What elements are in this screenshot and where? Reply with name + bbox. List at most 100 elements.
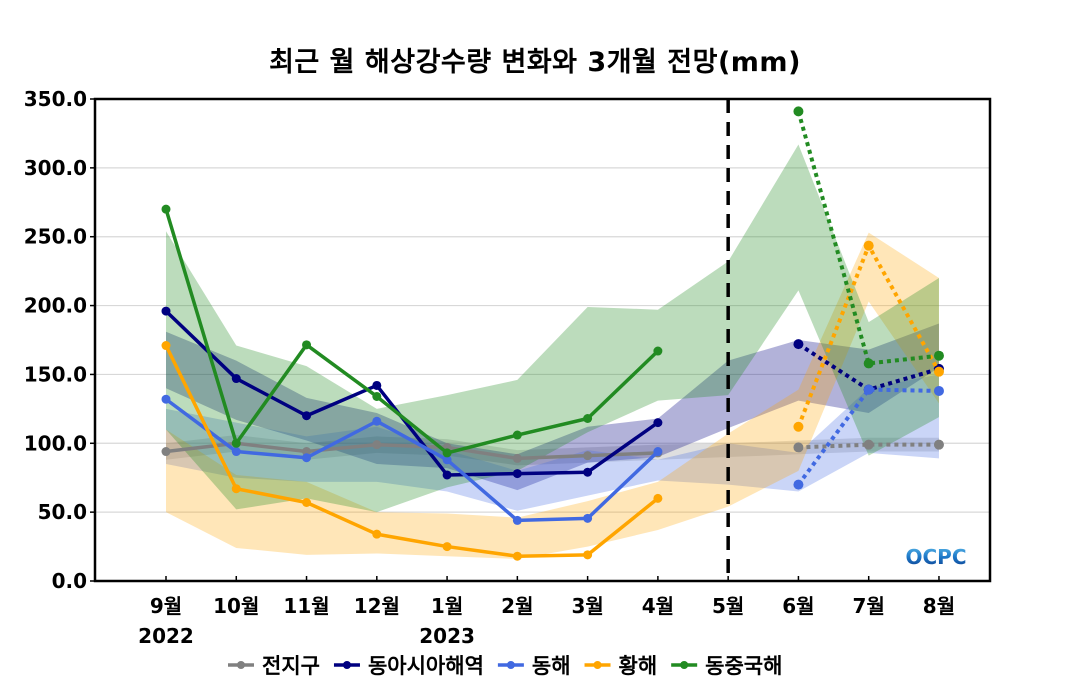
legend-label: 동아시아해역 [368, 654, 484, 678]
forecast-point-동중국해 [933, 350, 944, 361]
observed-point-동아시아해역 [161, 306, 171, 316]
observed-point-황해 [302, 498, 312, 508]
forecast-point-전지구 [863, 439, 874, 450]
observed-line-황해 [164, 344, 659, 558]
x-tick-label: 12월 [354, 594, 400, 618]
y-tick-label: 0.0 [52, 569, 87, 593]
band-동아시아해역 [166, 323, 939, 491]
observed-line-전지구 [165, 441, 658, 461]
y-tick-label: 350.0 [24, 87, 87, 111]
legend-label: 전지구 [262, 654, 320, 678]
observed-point-황해 [161, 341, 171, 351]
observed-point-동아시아해역 [512, 469, 522, 479]
band-황해 [166, 232, 939, 559]
x-tick-label: 8월 [923, 594, 955, 618]
forecast-point-동아시아해역 [793, 339, 804, 350]
year-label: 2023 [419, 624, 475, 648]
observed-point-황해 [372, 529, 382, 539]
forecast-point-전지구 [793, 442, 804, 453]
observed-line-동해 [164, 397, 660, 523]
observed-point-황해 [512, 551, 522, 561]
observed-point-동중국해 [372, 391, 382, 401]
legend: 전지구 동아시아해역 동해 황해 동중국해 [228, 654, 782, 678]
forecast-point-동해 [863, 384, 874, 395]
observed-point-동중국해 [653, 346, 663, 356]
legend-swatch-marker [506, 661, 515, 669]
y-tick-label: 250.0 [24, 225, 87, 249]
x-tick-label: 11월 [283, 594, 329, 618]
x-axis-ticks: 9월 10월 11월 12월 1월 2월 3월 4월 5월 6월 7월 8월 2022 2023 [138, 576, 955, 648]
y-tick-label: 300.0 [24, 156, 87, 180]
ocpc-logo: OCPC [905, 545, 966, 569]
legend-swatch-marker [680, 661, 689, 669]
x-tick-label: 9월 [150, 594, 182, 618]
legend-item-황해: 황해 [584, 654, 658, 678]
y-tick-label: 50.0 [38, 500, 87, 524]
x-tick-label: 3월 [571, 594, 603, 618]
year-label: 2022 [138, 624, 194, 648]
forecast-point-황해 [863, 240, 874, 251]
legend-item-동해: 동해 [497, 654, 571, 678]
observed-point-동해 [231, 447, 241, 457]
x-tick-label: 10월 [213, 594, 259, 618]
x-tick-label: 4월 [642, 594, 674, 618]
y-tick-label: 200.0 [24, 294, 87, 318]
band-전지구 [166, 435, 939, 466]
observed-point-동해 [653, 447, 663, 457]
axes [93, 97, 992, 583]
legend-item-전지구: 전지구 [228, 654, 320, 678]
observed-point-전지구 [583, 451, 593, 461]
observed-point-동중국해 [583, 413, 593, 423]
observed-line-동중국해 [164, 208, 660, 455]
legend-swatch-marker [237, 661, 245, 669]
observed-point-동아시아해역 [442, 470, 452, 480]
legend-label: 황해 [619, 654, 658, 678]
observed-point-동중국해 [231, 438, 241, 448]
y-tick-label: 150.0 [24, 362, 87, 386]
observed-point-동중국해 [512, 430, 522, 440]
observed-point-동해 [302, 453, 312, 463]
forecast-point-황해 [793, 421, 804, 432]
observed-point-전지구 [372, 440, 382, 450]
observed-point-동중국해 [302, 340, 312, 350]
observed-point-동아시아해역 [302, 411, 312, 421]
legend-item-동아시아해역: 동아시아해역 [333, 654, 484, 678]
x-tick-label: 1월 [431, 594, 463, 618]
observed-point-황해 [231, 484, 241, 494]
observed-point-동해 [372, 416, 382, 426]
legend-label: 동해 [532, 654, 571, 678]
forecast-point-전지구 [933, 439, 944, 450]
forecast-point-동중국해 [863, 358, 874, 369]
band-동해 [166, 374, 939, 511]
legend-label: 동중국해 [705, 654, 782, 678]
x-tick-label: 6월 [782, 594, 814, 618]
observed-line-동아시아해역 [164, 309, 659, 477]
uncertainty-bands [166, 144, 939, 559]
legend-item-동중국해: 동중국해 [671, 654, 782, 678]
observed-point-동해 [161, 394, 171, 404]
observed-point-전지구 [302, 447, 312, 457]
observed-point-동해 [442, 455, 452, 465]
observed-point-동아시아해역 [231, 374, 241, 384]
observed-point-동중국해 [161, 204, 171, 214]
observed-point-동아시아해역 [583, 467, 593, 477]
y-tick-label: 100.0 [24, 431, 87, 455]
series-lines [161, 106, 944, 561]
plot-frame [93, 97, 992, 583]
observed-point-동아시아해역 [653, 418, 663, 428]
legend-swatch-marker [342, 661, 351, 669]
observed-point-전지구 [161, 447, 171, 457]
forecast-point-동해 [933, 385, 944, 396]
observed-point-동해 [583, 513, 593, 523]
y-axis-ticks: 0.0 50.0 100.0 150.0 200.0 250.0 300.0 350.0 [24, 87, 95, 593]
forecast-point-황해 [933, 366, 944, 377]
legend-swatch-marker [593, 661, 602, 669]
observed-point-황해 [653, 493, 663, 503]
observed-point-동아시아해역 [372, 380, 382, 390]
x-tick-label: 5월 [712, 594, 744, 618]
band-동중국해 [166, 144, 939, 513]
x-tick-label: 7월 [853, 594, 885, 618]
observed-point-동해 [512, 515, 522, 525]
forecast-point-동해 [793, 479, 804, 490]
